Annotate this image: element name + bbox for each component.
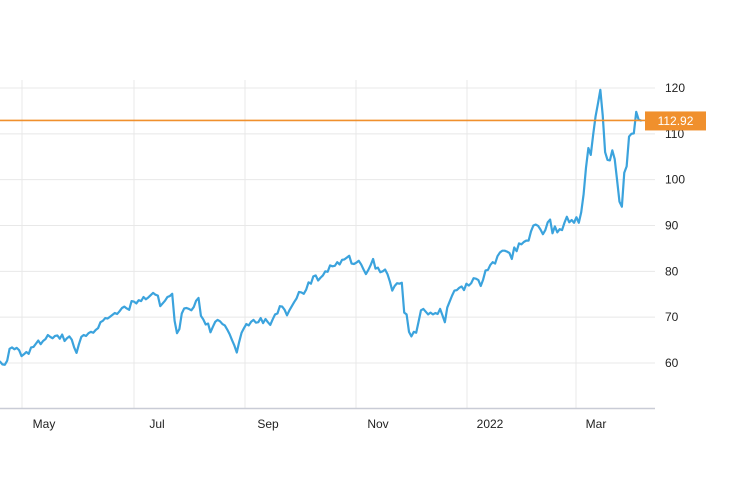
current-price-badge — [645, 111, 706, 131]
x-tick-label: 2022 — [477, 417, 504, 431]
grid — [0, 80, 655, 408]
x-tick-label: Sep — [257, 417, 279, 431]
y-tick-label: 120 — [665, 81, 685, 95]
y-tick-label: 100 — [665, 173, 685, 187]
x-tick-label: Nov — [367, 417, 388, 431]
y-tick-label: 80 — [665, 264, 679, 278]
x-tick-label: Mar — [586, 417, 607, 431]
reference-layer: 112.92 — [0, 111, 706, 131]
y-tick-label: 70 — [665, 310, 679, 324]
y-tick-label: 90 — [665, 219, 679, 233]
current-price-label: 112.92 — [658, 114, 694, 128]
series-layer — [0, 88, 643, 366]
x-tick-label: Jul — [149, 417, 164, 431]
x-tick-label: May — [33, 417, 56, 431]
y-tick-label: 60 — [665, 356, 679, 370]
price-series-line — [0, 88, 643, 366]
